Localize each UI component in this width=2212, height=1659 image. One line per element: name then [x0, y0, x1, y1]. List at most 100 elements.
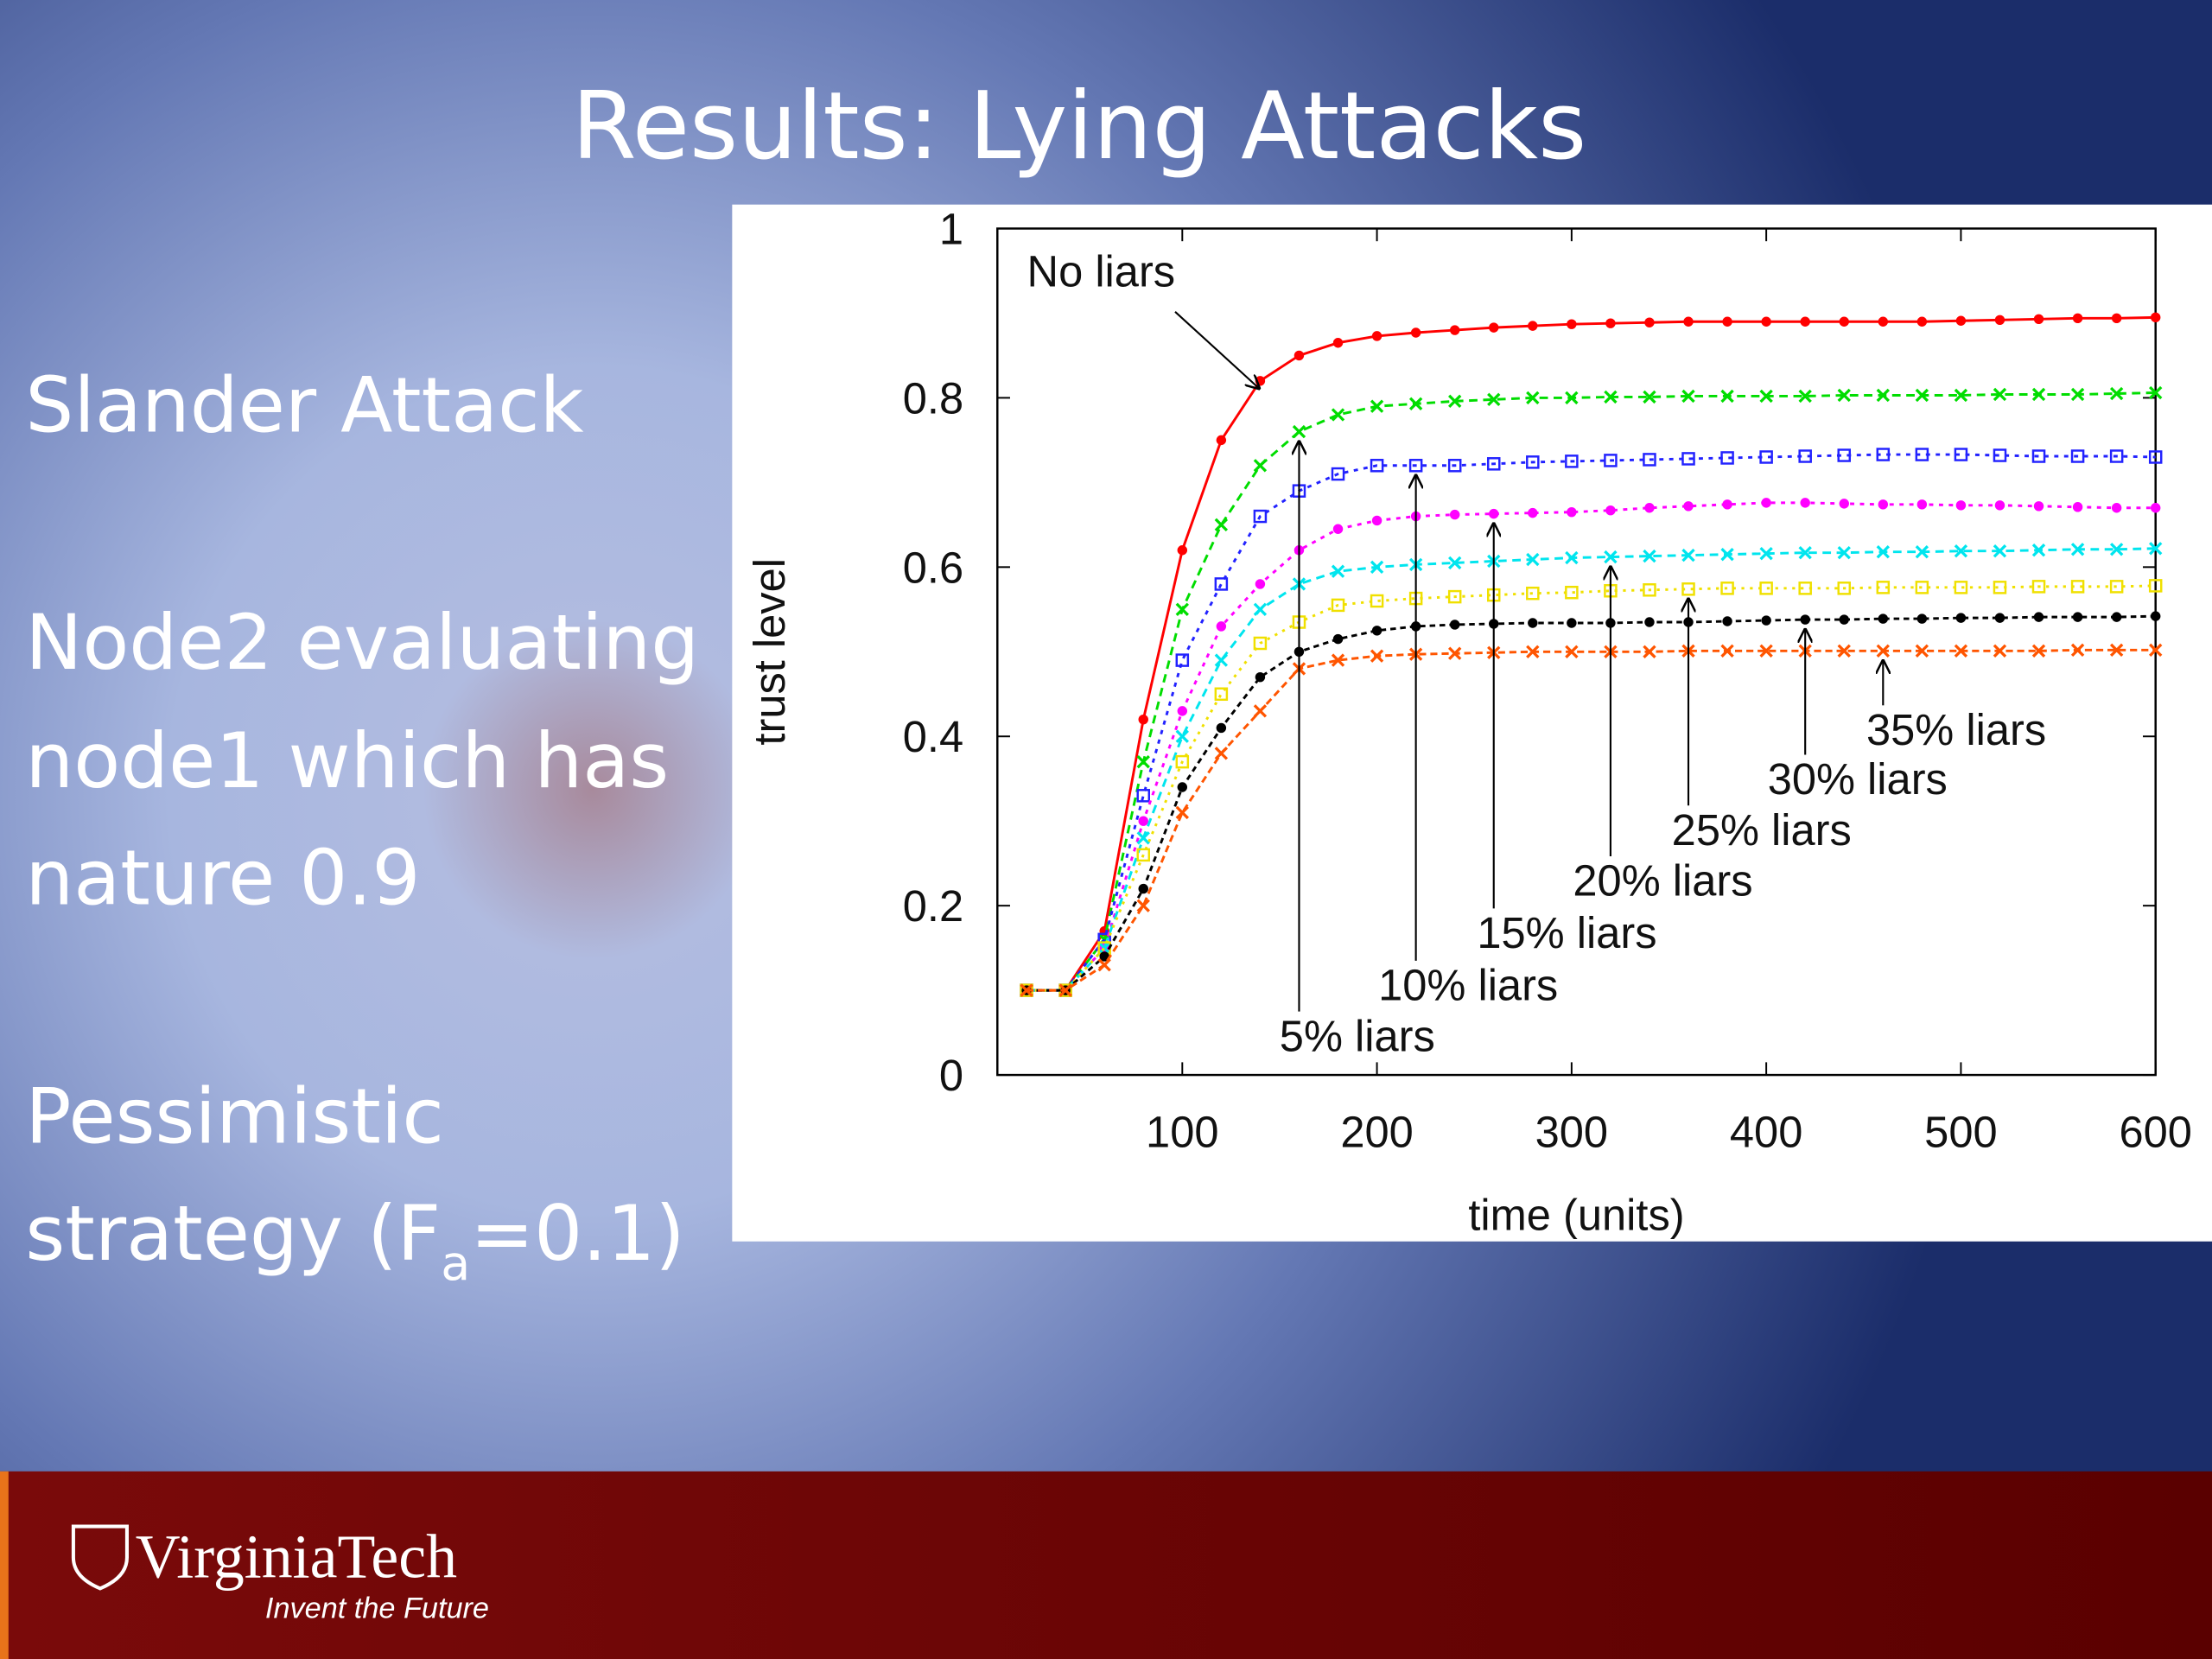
data-point [1175, 805, 1189, 820]
data-point [1722, 316, 1732, 327]
data-point [1526, 586, 1540, 601]
data-point [1876, 545, 1890, 559]
data-point [1253, 459, 1268, 473]
series-label: No liars [1027, 246, 1176, 296]
x-tick-label: 300 [1535, 1107, 1608, 1156]
data-point [1643, 453, 1656, 467]
data-point [1332, 338, 1344, 348]
data-point [1644, 317, 1655, 327]
series-label: 20% liars [1573, 856, 1752, 906]
data-point [1915, 545, 1929, 559]
footer-accent [0, 1471, 9, 1659]
data-point [1489, 322, 1499, 333]
data-point [1720, 547, 1734, 562]
data-point [2109, 643, 2124, 658]
data-point [1448, 646, 1462, 660]
data-point [1370, 459, 1384, 473]
data-point [1253, 509, 1268, 524]
data-point [1331, 467, 1345, 481]
data-point [1915, 581, 1929, 594]
text-line: nature 0.9 [25, 834, 420, 923]
y-axis-label: trust level [745, 558, 794, 746]
x-tick-label: 400 [1730, 1107, 1802, 1156]
data-point [1839, 614, 1849, 625]
data-point [1915, 388, 1929, 403]
data-point [1839, 499, 1849, 509]
x-tick-label: 500 [1924, 1107, 1997, 1156]
data-point [1876, 581, 1891, 594]
data-point [1759, 644, 1773, 658]
data-point [1255, 671, 1266, 683]
data-point [1605, 318, 1616, 328]
data-point [2109, 580, 2124, 594]
data-point [2111, 313, 2122, 324]
data-point [1681, 548, 1695, 563]
data-point [1876, 388, 1890, 403]
data-point [1138, 714, 1148, 725]
series-label: 25% liars [1672, 805, 1852, 855]
series-line [1027, 391, 2156, 992]
data-point [1370, 399, 1384, 413]
data-point [1916, 316, 1928, 327]
footer-band [0, 1471, 2212, 1659]
chart: 0 0.2 0.4 0.6 0.8 1 100 200 300 400 500 600 time (un… [745, 204, 2192, 1239]
data-point [1954, 388, 1968, 403]
data-point [1644, 503, 1655, 513]
data-point [1253, 602, 1268, 616]
data-point [1371, 331, 1382, 341]
data-point [1449, 325, 1460, 335]
data-point [1993, 544, 2007, 558]
data-point [2109, 543, 2124, 556]
data-point [1332, 524, 1344, 534]
data-point [1683, 316, 1694, 327]
series-line [1027, 315, 2156, 992]
data-point [1136, 899, 1150, 912]
data-point [2072, 313, 2083, 324]
data-point [1800, 614, 1810, 625]
data-point [1528, 618, 1538, 628]
data-point [1605, 505, 1616, 516]
data-point [1216, 435, 1227, 446]
data-point [1994, 315, 2005, 325]
text-line: Slander Attack [25, 361, 583, 450]
data-point [1761, 498, 1771, 508]
series-line [1027, 584, 2156, 992]
data-point [2033, 501, 2044, 512]
y-tick-label: 0.4 [903, 712, 963, 761]
data-point [1759, 582, 1773, 595]
data-point [1604, 454, 1618, 467]
data-point [1798, 582, 1812, 595]
data-point [1993, 448, 2007, 462]
data-point [2109, 386, 2124, 401]
data-point [1528, 321, 1538, 331]
data-point [1408, 397, 1423, 410]
data-point [2070, 543, 2085, 556]
data-point [1878, 316, 1889, 327]
data-point [1839, 316, 1849, 327]
data-point [2072, 612, 2083, 622]
data-point [1955, 500, 1967, 511]
series-label: 30% liars [1768, 754, 1948, 804]
data-point [2148, 579, 2163, 593]
data-point [2150, 611, 2161, 621]
data-point [1487, 392, 1501, 407]
data-point [1175, 729, 1189, 743]
series-label: 5% liars [1280, 1011, 1435, 1060]
data-point [2111, 612, 2122, 622]
data-point [1681, 582, 1695, 596]
data-point [1449, 509, 1460, 520]
data-point [1683, 501, 1694, 512]
data-point [1878, 499, 1889, 510]
data-point [1175, 602, 1189, 616]
data-point [1526, 391, 1540, 405]
logo-shield [71, 1524, 129, 1591]
data-point [2070, 580, 2085, 594]
data-point [1643, 390, 1656, 404]
data-point [1331, 564, 1345, 578]
data-point [1837, 545, 1851, 560]
data-point [1993, 387, 2007, 402]
text-line: node1 which has [25, 716, 669, 805]
y-tick-label: 0.8 [903, 373, 963, 423]
data-point [1567, 506, 1577, 518]
data-point [1370, 649, 1384, 663]
